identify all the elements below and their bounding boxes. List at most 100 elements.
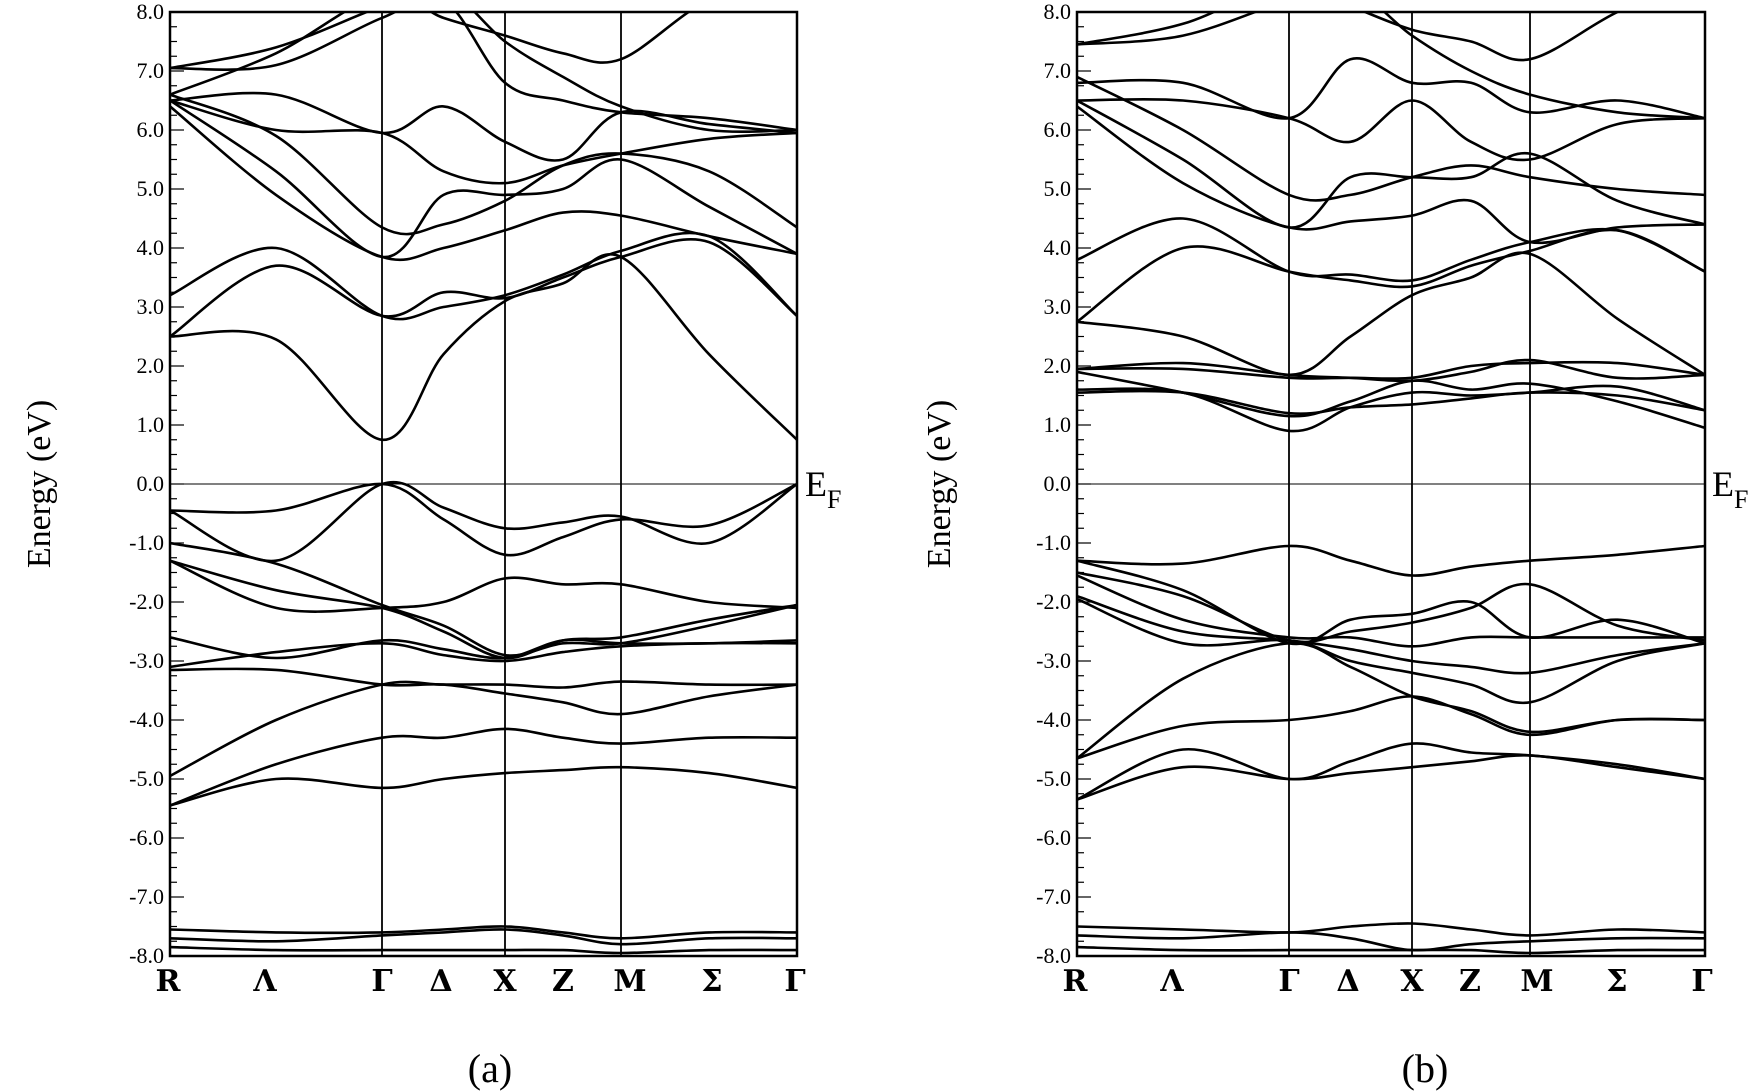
k-point-label: M <box>1520 964 1553 999</box>
y-tick-label: -6.0 <box>129 825 164 850</box>
y-tick-label: 7.0 <box>137 58 165 83</box>
band-line-5 <box>1077 742 1705 801</box>
y-tick-label: 4.0 <box>137 235 165 260</box>
y-tick-label: 0.0 <box>137 471 165 496</box>
band-line-19 <box>1077 251 1705 377</box>
y-tick-label: 2.0 <box>1044 353 1072 378</box>
k-point-label: Λ <box>252 964 277 999</box>
band-line-21 <box>1077 217 1705 283</box>
band-line-26 <box>1077 57 1705 120</box>
band-line-2 <box>1077 922 1705 937</box>
y-tick-label: 5.0 <box>1044 176 1072 201</box>
band-line-12 <box>1077 559 1705 646</box>
band-line-3 <box>1077 931 1705 952</box>
y-tick-label: 1.0 <box>137 412 165 437</box>
band-line-25 <box>1077 97 1705 162</box>
k-point-label: R <box>1063 964 1089 999</box>
band-line-28 <box>1077 12 1621 62</box>
y-tick-label: 5.0 <box>137 176 165 201</box>
y-tick-label: -1.0 <box>1036 530 1071 555</box>
band-panel-a: 8.0 7.0 6.0 5.0 4.0 3.0 2.0 1.0 0.0 -1.0 -2.0 -3.0 -… <box>21 0 841 1091</box>
y-tick-label: 8.0 <box>137 0 165 24</box>
y-tick-label: -8.0 <box>1036 943 1071 968</box>
panel-caption: (a) <box>468 1046 512 1091</box>
k-point-label: Σ <box>1606 964 1627 999</box>
band-line-18 <box>1077 358 1705 383</box>
panel-caption: (b) <box>1402 1046 1449 1091</box>
y-tick-label: -5.0 <box>1036 766 1071 791</box>
band-line-8 <box>1077 597 1705 705</box>
band-line-17 <box>1077 360 1705 380</box>
y-tick-label: -4.0 <box>129 707 164 732</box>
band-line-13 <box>170 482 797 557</box>
y-tick-label: 3.0 <box>1044 294 1072 319</box>
band-line-20 <box>170 93 797 236</box>
y-tick-label: 2.0 <box>137 353 165 378</box>
band-line-23 <box>170 12 797 132</box>
plot-frame <box>168 10 799 958</box>
band-line-13 <box>1077 544 1705 577</box>
band-line-17 <box>170 231 797 321</box>
k-point-label: X <box>493 964 517 999</box>
k-point-label: Γ <box>1691 964 1712 999</box>
y-tick-label: 4.0 <box>1044 235 1072 260</box>
band-line-4 <box>1077 753 1705 801</box>
y-tick-label: -1.0 <box>129 530 164 555</box>
band-line-12 <box>170 541 797 657</box>
band-line-24 <box>170 12 797 134</box>
band-line-21 <box>170 99 797 185</box>
y-tick-label: 8.0 <box>1044 0 1072 24</box>
k-point-label: Z <box>552 964 574 999</box>
band-line-3 <box>170 928 797 946</box>
band-line-22 <box>170 91 797 162</box>
band-line-5 <box>170 727 797 807</box>
band-line-18 <box>170 105 797 262</box>
fermi-label: EF <box>1712 464 1748 514</box>
y-tick-label: -7.0 <box>1036 884 1071 909</box>
y-tick-label: 1.0 <box>1044 412 1072 437</box>
y-axis-title: Energy (eV) <box>21 400 58 568</box>
band-line-2 <box>170 925 797 940</box>
band-line-27 <box>1077 12 1705 120</box>
y-tick-label: 3.0 <box>137 294 165 319</box>
y-tick-label: 6.0 <box>1044 117 1072 142</box>
band-lines <box>170 12 797 955</box>
k-point-label: X <box>1400 964 1424 999</box>
band-line-10 <box>170 559 797 613</box>
band-line-1 <box>170 945 797 955</box>
band-line-4 <box>170 765 797 807</box>
y-tick-label: -5.0 <box>129 766 164 791</box>
k-point-label: Δ <box>1336 964 1359 999</box>
y-tick-label: 6.0 <box>137 117 165 142</box>
band-lines <box>1077 12 1705 955</box>
band-line-14 <box>1077 389 1705 416</box>
y-tick-label: -3.0 <box>1036 648 1071 673</box>
band-line-6 <box>170 680 797 778</box>
k-point-label: Z <box>1459 964 1481 999</box>
band-panel-b: 8.0 7.0 6.0 5.0 4.0 3.0 2.0 1.0 0.0 -1.0 -2.0 -3.0 -… <box>921 0 1748 1091</box>
fermi-label: EF <box>805 464 841 514</box>
y-tick-label: -7.0 <box>129 884 164 909</box>
band-line-16 <box>170 238 797 338</box>
band-line-25 <box>170 12 691 96</box>
band-line-15 <box>170 253 797 442</box>
k-point-label: Γ <box>1278 964 1299 999</box>
band-line-19 <box>170 99 797 259</box>
k-point-label: Σ <box>701 964 722 999</box>
band-line-10 <box>1077 574 1705 648</box>
band-line-9 <box>1077 594 1705 675</box>
band-line-22 <box>1077 105 1705 245</box>
k-point-label: Γ <box>784 964 805 999</box>
band-line-24 <box>1077 75 1705 202</box>
band-line-7 <box>170 667 797 716</box>
y-tick-label: -6.0 <box>1036 825 1071 850</box>
y-tick-label: -2.0 <box>129 589 164 614</box>
y-tick-label: 0.0 <box>1044 471 1072 496</box>
y-tick-label: -3.0 <box>129 648 164 673</box>
y-axis-title: Energy (eV) <box>921 400 958 568</box>
y-tick-label: -8.0 <box>129 943 164 968</box>
band-line-23 <box>1077 99 1705 229</box>
plot-frame <box>1075 10 1707 958</box>
k-point-label: R <box>156 964 182 999</box>
